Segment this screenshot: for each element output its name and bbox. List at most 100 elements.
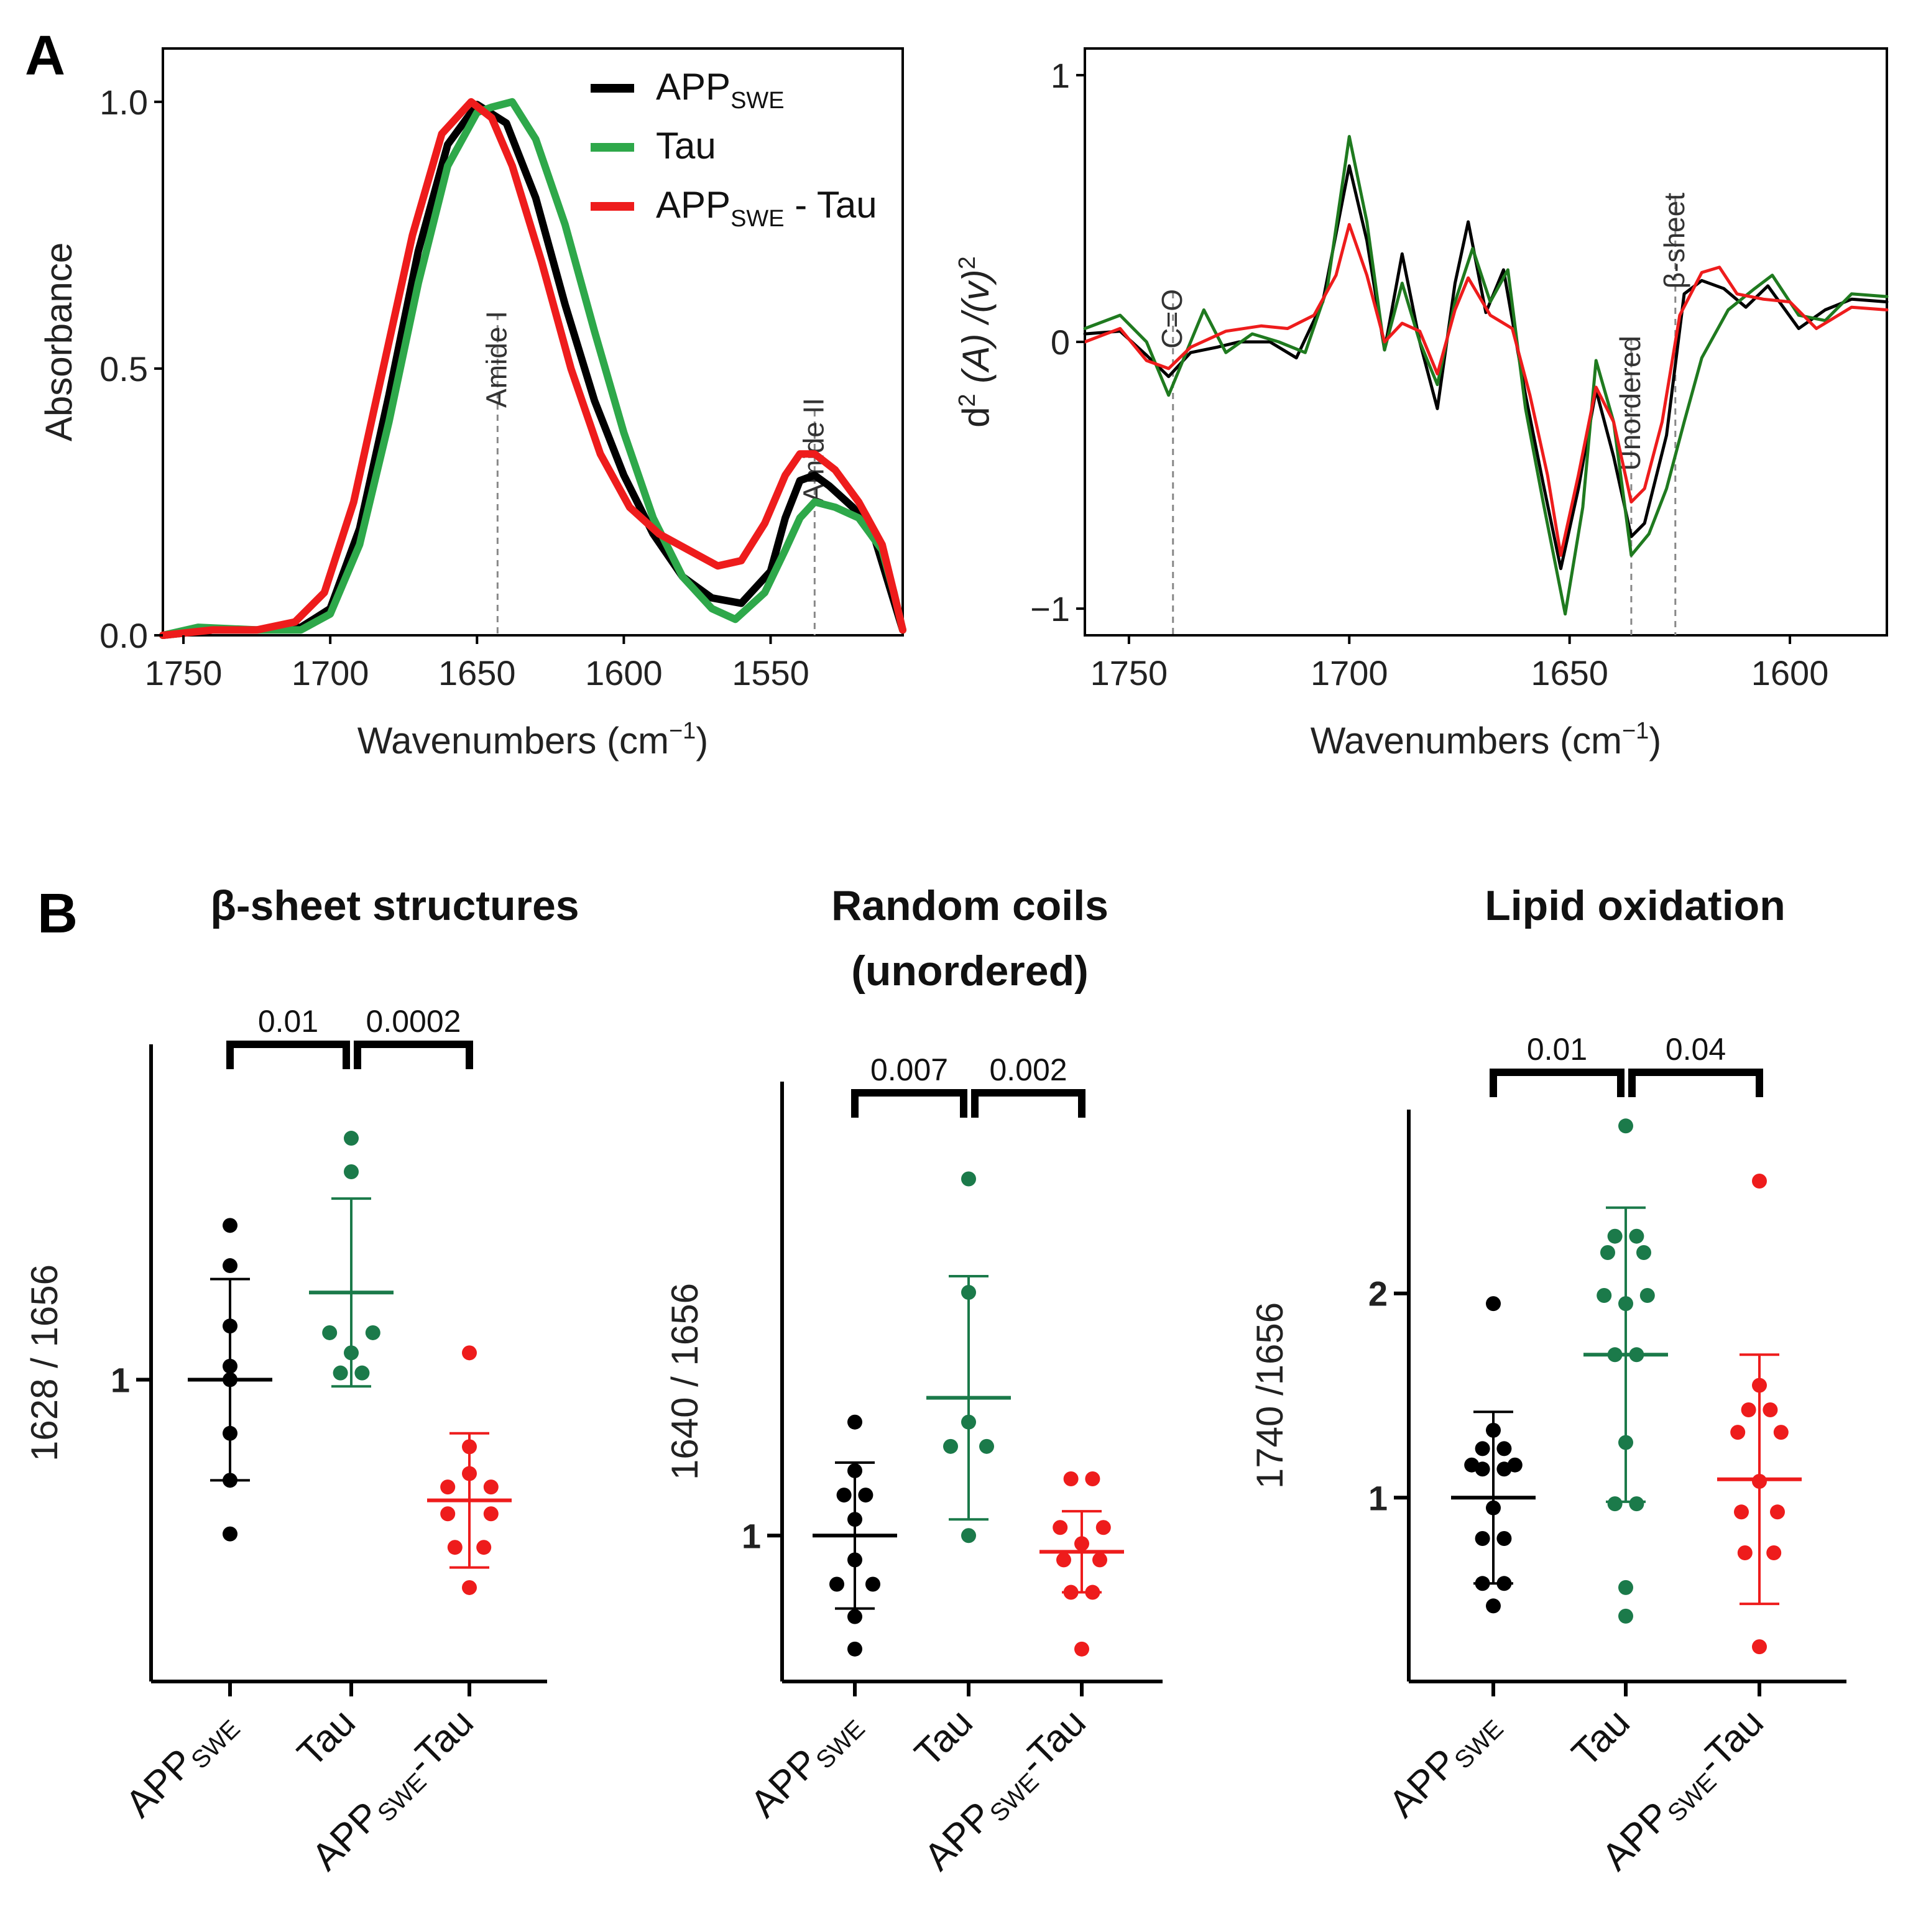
random_coils-category-label: APPSWE [742, 1701, 870, 1829]
absorbance-y-tick-label: 0.5 [99, 349, 148, 389]
second_derivative-y-tick-label: −1 [1030, 589, 1070, 628]
lipid_oxidation-data-point [1629, 1347, 1644, 1363]
beta_sheet-data-point [462, 1580, 477, 1595]
absorbance-y-axis-label: Absorbance [38, 242, 80, 441]
random_coils-data-point [943, 1438, 958, 1454]
random_coils-category-label-main: Tau [906, 1701, 980, 1775]
lipid_oxidation-data-point [1629, 1228, 1644, 1244]
random_coils-data-point [847, 1512, 862, 1527]
beta_sheet-data-point [354, 1365, 370, 1381]
lipid_oxidation-data-point [1475, 1441, 1490, 1456]
lipid_oxidation-data-point [1618, 1608, 1633, 1624]
lipid_oxidation-data-point [1475, 1576, 1490, 1591]
lipid-oxidation-chart: Lipid oxidation 1 2 1740 /1656 APPSWE TauAPPS… [1249, 882, 1846, 1879]
absorbance-x-tick-label: 1600 [585, 653, 663, 692]
lipid_oxidation-data-point [1766, 1545, 1782, 1560]
random_coils-data-point [961, 1414, 976, 1430]
lipid_oxidation-category-label-main: Tau [1564, 1701, 1638, 1775]
random_coils-data-point [865, 1576, 880, 1592]
second_derivative-y-tick-label: 0 [1051, 323, 1070, 362]
second_derivative-x-axis-label-main: Wavenumbers (cm [1311, 720, 1622, 761]
lipid_oxidation-data-point [1486, 1598, 1501, 1614]
absorbance-legend-label-main: Tau [656, 125, 716, 167]
absorbance-legend-label-sub: SWE [730, 206, 785, 232]
beta_sheet-data-point [483, 1506, 499, 1522]
random_coils-data-point [1092, 1552, 1107, 1568]
absorbance-y-tick-label: 0.0 [99, 616, 148, 655]
beta_sheet-data-point [223, 1473, 237, 1488]
lipid_oxidation-data-point [1639, 1288, 1655, 1303]
random_coils-data-point [1056, 1552, 1071, 1568]
lipid_oxidation-data-point [1486, 1422, 1501, 1438]
lipid_oxidation-data-point [1737, 1545, 1753, 1560]
beta_sheet-data-point [344, 1164, 359, 1179]
second_derivative-series-line [1083, 135, 1889, 616]
random_coils-significance-bracket [851, 1089, 967, 1118]
absorbance-legend-label: Tau [656, 125, 716, 167]
lipid_oxidation-data-point [1629, 1496, 1644, 1512]
second_derivative-x-axis-label-close: ) [1649, 720, 1661, 761]
beta_sheet-y-tick-label: 1 [111, 1360, 130, 1399]
random_coils-title-line: (unordered) [851, 947, 1089, 995]
random_coils-title-line: Random coils [831, 882, 1108, 929]
lipid_oxidation-data-point [1607, 1347, 1623, 1363]
lipid_oxidation-data-point [1486, 1500, 1501, 1516]
lipid_oxidation-data-point [1618, 1435, 1633, 1450]
panel-letter-a: A [25, 25, 65, 87]
beta_sheet-data-point [483, 1479, 499, 1495]
beta_sheet-category-label-main: Tau [289, 1701, 363, 1775]
lipid_oxidation-y-tick-label: 2 [1368, 1274, 1388, 1313]
lipid_oxidation-data-point [1600, 1245, 1615, 1260]
beta_sheet-data-point [223, 1526, 237, 1542]
random_coils-data-point [1063, 1585, 1079, 1600]
absorbance-x-tick-label: 1750 [145, 653, 223, 692]
beta_sheet-data-point [462, 1345, 477, 1361]
lipid_oxidation-significance-bracket [1490, 1069, 1625, 1097]
random_coils-data-point [1053, 1520, 1068, 1535]
absorbance-legend-label-sub: SWE [730, 88, 785, 114]
second_derivative-y-axis-label-main: d [955, 407, 997, 427]
lipid_oxidation-data-point [1475, 1531, 1490, 1546]
second_derivative-x-axis-label: Wavenumbers (cm−1) [1311, 718, 1662, 761]
lipid_oxidation-data-point [1730, 1425, 1746, 1440]
beta_sheet-data-point [223, 1258, 237, 1274]
absorbance-x-tick-label: 1650 [438, 653, 516, 692]
lipid_oxidation-data-point [1741, 1402, 1756, 1417]
second_derivative-y-axis-label-sup2: 2 [954, 256, 980, 269]
random-coils-chart: Random coils (unordered) 1 1640 / 1656 APPSW… [664, 882, 1163, 1879]
random_coils-data-point [1095, 1520, 1111, 1535]
lipid_oxidation-data-point [1636, 1245, 1651, 1260]
beta_sheet-significance-bracket [354, 1041, 473, 1069]
lipid_oxidation-data-point [1734, 1504, 1749, 1520]
beta_sheet-data-point [322, 1325, 338, 1340]
random_coils-data-point [847, 1641, 862, 1657]
second_derivative-x-tick-label: 1750 [1090, 653, 1168, 692]
beta_sheet-category-label: Tau [289, 1701, 363, 1775]
second_derivative-x-tick-label: 1600 [1751, 653, 1829, 692]
random_coils-data-point [961, 1171, 976, 1187]
random_coils-p-value-label: 0.007 [870, 1052, 948, 1087]
absorbance-series-line [159, 98, 906, 639]
absorbance-plot-frame [162, 47, 904, 637]
beta_sheet-data-point [476, 1540, 492, 1555]
absorbance-annotation-label: Amide I [480, 311, 512, 408]
random_coils-data-point [1074, 1641, 1089, 1657]
beta_sheet-category-label: APPSWE [118, 1701, 246, 1829]
absorbance-x-tick-label: 1550 [732, 653, 809, 692]
random_coils-p-value-label: 0.002 [989, 1052, 1067, 1087]
beta_sheet-p-value-label: 0.0002 [366, 1004, 461, 1039]
lipid_oxidation-data-point [1607, 1496, 1623, 1512]
lipid_oxidation-data-point [1763, 1402, 1778, 1417]
lipid_oxidation-data-point [1496, 1461, 1512, 1477]
second_derivative-y-axis-label: d2 (A) /(v)2 [954, 256, 997, 428]
absorbance-legend-label-main: APP [656, 66, 730, 108]
lipid_oxidation-data-point [1770, 1504, 1785, 1520]
random_coils-data-point [858, 1488, 873, 1503]
absorbance-x-axis-label-close: ) [696, 720, 708, 761]
beta_sheet-title: β-sheet structures [210, 882, 579, 929]
random_coils-category-label: Tau [906, 1701, 980, 1775]
beta_sheet-data-point [447, 1540, 463, 1555]
lipid_oxidation-data-point [1496, 1531, 1512, 1546]
